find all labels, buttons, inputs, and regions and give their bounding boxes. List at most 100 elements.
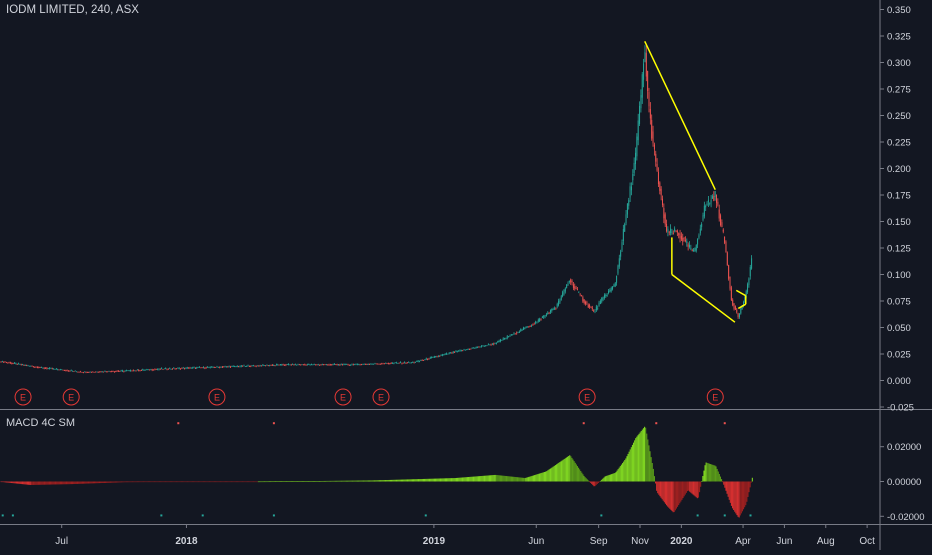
candle-body [463, 349, 465, 351]
macd-bar [645, 427, 647, 482]
macd-bar [361, 480, 363, 482]
macd-bar [534, 475, 536, 482]
candle-body [55, 368, 57, 370]
candle-body [635, 152, 636, 165]
candle-body [235, 366, 237, 368]
macd-bar [121, 481, 123, 483]
macd-bar [353, 480, 355, 482]
macd-bar [737, 481, 739, 517]
macd-bar [149, 481, 151, 483]
macd-bar [416, 479, 418, 482]
macd-bar [320, 480, 322, 482]
macd-signal-dot [272, 514, 275, 517]
macd-bar [444, 478, 446, 482]
candle-body [97, 371, 99, 373]
macd-bar [95, 481, 97, 484]
macd-bar [636, 436, 638, 482]
candle-body [471, 347, 473, 349]
macd-bar [163, 481, 165, 483]
candle-body [516, 332, 518, 334]
macd-bar [240, 481, 242, 483]
candle-body [247, 365, 249, 367]
macd-bar [348, 480, 350, 482]
time-tick-label: 2019 [423, 536, 446, 547]
macd-bar [612, 473, 614, 482]
macd-bar [43, 481, 45, 485]
macd-bar [197, 481, 199, 483]
macd-bar [175, 481, 177, 483]
candle-body [606, 295, 608, 296]
candle-body [339, 364, 341, 366]
macd-bar [233, 481, 235, 483]
macd-bar [171, 481, 173, 483]
candle-body [104, 371, 106, 372]
macd-bar [652, 468, 654, 482]
macd-bar [613, 473, 615, 482]
candle-body [63, 370, 65, 371]
candle-body [244, 366, 246, 367]
macd-bar [182, 481, 184, 483]
macd-bar [227, 481, 229, 483]
candle-body [424, 359, 426, 361]
macd-bar [684, 481, 686, 495]
candle-body [589, 305, 591, 307]
candle-body [78, 371, 80, 373]
candle-body [456, 351, 458, 353]
macd-bar [272, 481, 274, 483]
macd-bar [76, 481, 78, 484]
macd-bar [23, 481, 25, 485]
macd-bar [678, 481, 680, 506]
macd-bar [188, 481, 190, 483]
macd-bar [650, 457, 652, 482]
candle-body [215, 366, 217, 368]
macd-bar [193, 481, 195, 483]
candle-body [419, 360, 420, 362]
macd-bar [1, 481, 3, 483]
candle-body [743, 301, 744, 307]
candle-body [342, 364, 344, 366]
candle-body [68, 370, 69, 372]
macd-bar [180, 481, 182, 483]
candle-body [678, 233, 680, 235]
macd-bar [360, 480, 362, 482]
macd-bar [436, 478, 438, 482]
candle-body [138, 369, 140, 371]
candle-body [379, 363, 381, 365]
candle-body [745, 291, 747, 298]
candle-body [306, 364, 308, 366]
earnings-marker [208, 388, 226, 406]
macd-bar [305, 481, 307, 482]
macd-bar [250, 481, 252, 483]
macd-bar [140, 481, 142, 483]
candle-body [374, 363, 376, 365]
candle-body [490, 344, 492, 345]
macd-bar [32, 481, 34, 485]
candle-body [483, 346, 485, 347]
macd-bar [700, 481, 702, 487]
macd-bar [738, 481, 740, 518]
macd-bar [24, 481, 26, 485]
macd-bar [484, 475, 486, 482]
candle-body [234, 365, 236, 367]
macd-bar [160, 481, 162, 483]
macd-bar [6, 481, 8, 483]
macd-bar [9, 481, 11, 483]
candle-body [547, 312, 549, 314]
macd-bar [2, 481, 4, 483]
macd-bar [564, 458, 566, 482]
candle-body [736, 309, 738, 313]
candle-body [576, 289, 578, 291]
macd-bar [285, 481, 287, 482]
macd-bar [89, 481, 91, 484]
macd-bar [575, 464, 577, 482]
candle-body [747, 284, 749, 293]
candle-body [275, 364, 277, 366]
candle-body [474, 347, 476, 349]
macd-bar [215, 481, 217, 483]
macd-bar [562, 459, 564, 482]
macd-bar [292, 481, 294, 482]
candle-body [532, 324, 534, 326]
macd-bar [220, 481, 222, 483]
macd-bar [211, 481, 213, 483]
